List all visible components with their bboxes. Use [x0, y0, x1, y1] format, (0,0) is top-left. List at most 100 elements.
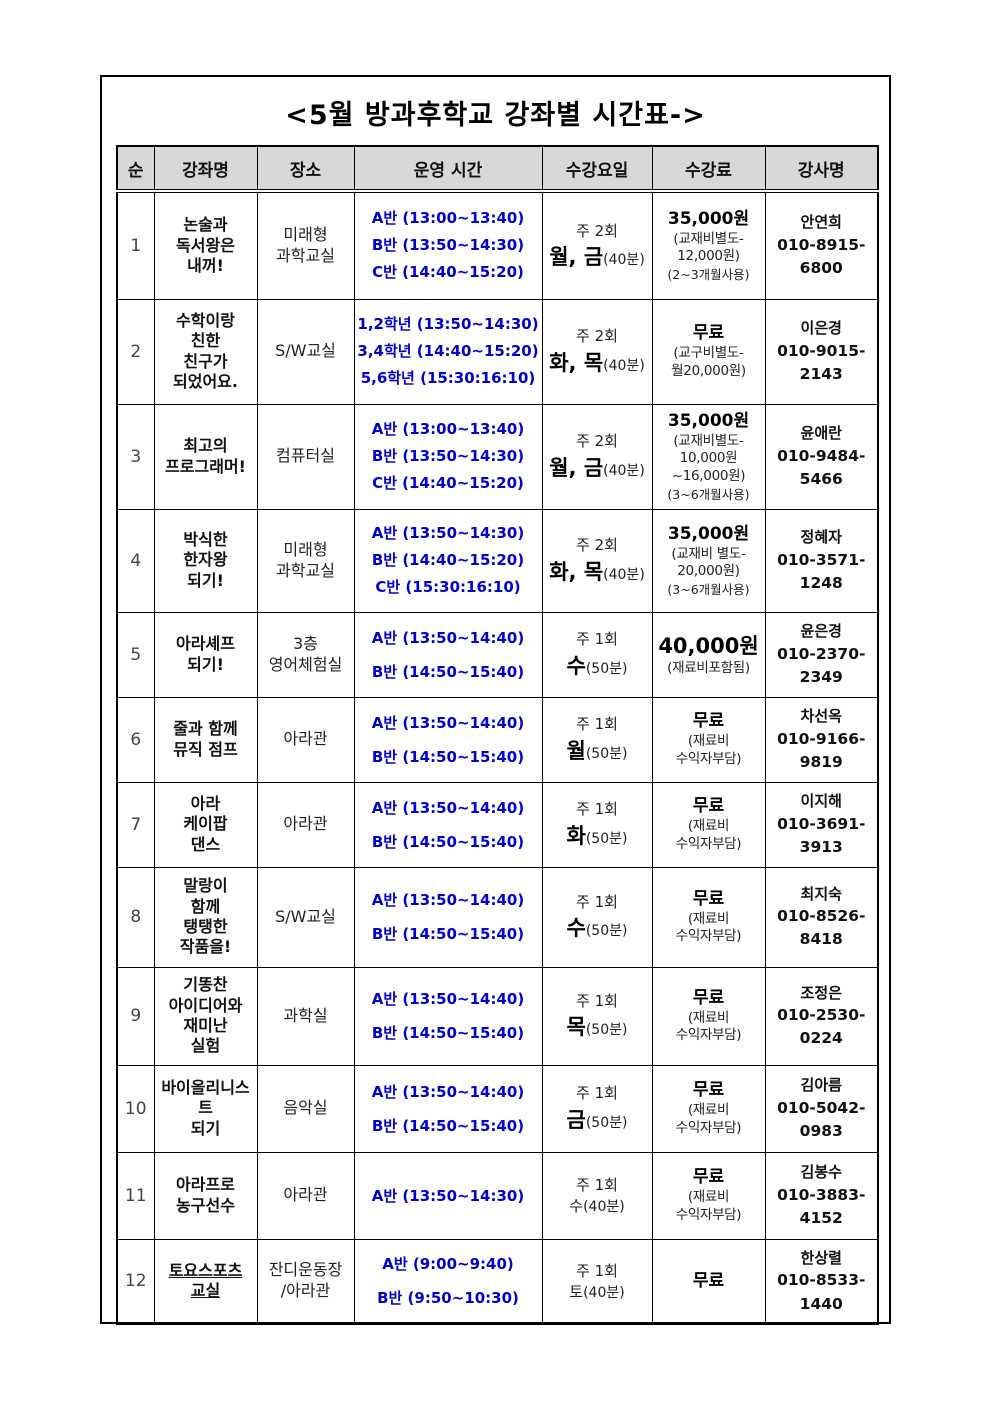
course-times: A반 (13:00~13:40) B반 (13:50~14:30) C반 (14… — [353, 190, 543, 300]
course-frequency: 주 2회 — [576, 432, 618, 451]
course-duration: (40분) — [603, 566, 645, 583]
instructor: 윤은경 010-2370-2349 — [764, 611, 879, 698]
instructor: 윤애란 010-9484-5466 — [764, 403, 879, 510]
course-name: 수학이랑 친한 친구가 되었어요. — [153, 298, 258, 405]
column-header: 강좌명 — [153, 145, 258, 193]
course-day-names: 토 — [569, 1282, 584, 1301]
course-fee: 무료 (재료비 수익자부담) — [651, 1151, 766, 1240]
fee-detail: (재료비 수익자부담) — [675, 910, 742, 945]
course-fee: 무료 — [651, 1238, 766, 1325]
instructor-name: 이은경 — [800, 319, 842, 337]
row-number: 4 — [116, 508, 155, 613]
fee-amount: 무료 — [692, 323, 725, 344]
course-times: A반 (13:00~13:40) B반 (13:50~14:30) C반 (14… — [353, 403, 543, 510]
course-name: 아라프로 농구선수 — [153, 1151, 258, 1240]
course-location: 잔디운동장 /아라관 — [256, 1238, 355, 1325]
course-location: 미래형 과학교실 — [256, 508, 355, 613]
fee-note: (3~6개월사용) — [667, 486, 750, 502]
course-days: 주 1회 화(50분) — [541, 781, 653, 868]
fee-amount: 무료 — [692, 796, 725, 817]
instructor-name: 안연희 — [800, 213, 842, 232]
course-times: A반 (9:00~9:40) B반 (9:50~10:30) — [353, 1238, 543, 1325]
course-day-names: 수 — [569, 1197, 584, 1216]
course-days: 주 1회 목(50분) — [541, 966, 653, 1066]
course-duration: (50분) — [585, 830, 628, 847]
course-duration: (40분) — [583, 1199, 625, 1216]
course-frequency: 주 2회 — [576, 327, 618, 346]
table-row: 9 기똥찬 아이디어와 재미난 실험 과학실 A반 (13:50~14:40) … — [116, 966, 879, 1066]
instructor-phone: 010-8915-6800 — [777, 235, 866, 277]
instructor-name: 한상렬 — [800, 1248, 842, 1267]
instructor-name: 정혜자 — [800, 528, 842, 546]
instructor-name: 윤애란 — [800, 424, 842, 442]
fee-detail: (재료비 수익자부담) — [675, 818, 742, 852]
course-days: 주 2회 월, 금(40분) — [541, 190, 653, 300]
course-day-names: 수 — [566, 916, 586, 941]
column-header: 수강요일 — [541, 145, 653, 193]
instructor: 한상렬 010-8533-1440 — [764, 1238, 879, 1325]
fee-detail: (교재비 별도- 20,000원) — [671, 545, 746, 580]
instructor: 정혜자 010-3571-1248 — [764, 508, 879, 613]
column-header: 강사명 — [764, 145, 879, 193]
course-day-names: 월, 금 — [549, 455, 604, 480]
table-row: 11 아라프로 농구선수 아라관 A반 (13:50~14:30) 주 1회 수… — [116, 1151, 879, 1240]
course-fee: 무료 (재료비 수익자부담) — [651, 966, 766, 1066]
fee-detail: (교재비별도- 12,000원) — [673, 230, 744, 265]
course-frequency: 주 2회 — [576, 536, 618, 555]
course-duration: (40분) — [603, 357, 645, 374]
fee-amount: 무료 — [692, 1080, 725, 1101]
instructor: 조정은 010-2530-0224 — [764, 966, 879, 1066]
course-days: 주 1회 토(40분) — [541, 1238, 653, 1325]
instructor-phone: 010-3691-3913 — [777, 814, 866, 856]
fee-note: (3~6개월사용) — [667, 581, 750, 597]
instructor-phone: 010-9484-5466 — [777, 446, 866, 488]
course-day-names: 목 — [566, 1015, 586, 1040]
instructor-name: 조정은 — [800, 983, 842, 1002]
course-location: 컴퓨터실 — [256, 403, 355, 510]
column-header: 수강료 — [651, 145, 766, 193]
fee-amount: 무료 — [692, 1167, 725, 1188]
course-days: 주 2회 월, 금(40분) — [541, 403, 653, 510]
instructor-name: 이지해 — [800, 792, 842, 810]
course-name: 기똥찬 아이디어와 재미난 실험 — [153, 966, 258, 1066]
fee-amount: 무료 — [692, 888, 725, 909]
course-location: 아라관 — [256, 781, 355, 868]
course-frequency: 주 1회 — [576, 1084, 618, 1103]
header-row: 순 강좌명 장소 운영 시간 수강요일 수강료 강사명 — [116, 145, 879, 193]
instructor-phone: 010-3571-1248 — [777, 550, 866, 592]
fee-amount: 35,000원 — [667, 208, 750, 229]
row-number: 3 — [116, 403, 155, 510]
instructor: 이지해 010-3691-3913 — [764, 781, 879, 868]
course-frequency: 주 1회 — [576, 1175, 618, 1194]
course-times: A반 (13:50~14:40) B반 (14:50~15:40) — [353, 966, 543, 1066]
course-location: 음악실 — [256, 1064, 355, 1153]
instructor-phone: 010-9166-9819 — [777, 729, 866, 771]
course-frequency: 주 2회 — [576, 221, 618, 240]
course-name: 토요스포츠 교실 — [153, 1238, 258, 1325]
course-duration: (40분) — [603, 251, 645, 268]
course-location: S/W교실 — [256, 866, 355, 968]
instructor-phone: 010-2370-2349 — [777, 644, 866, 686]
course-days: 주 1회 수(50분) — [541, 611, 653, 698]
course-name: 논술과 독서왕은 내꺼! — [153, 190, 258, 300]
instructor-phone: 010-5042-0983 — [777, 1098, 866, 1140]
course-day-names: 금 — [566, 1107, 586, 1132]
course-duration: (50분) — [585, 660, 628, 677]
instructor-name: 김봉수 — [800, 1163, 842, 1181]
course-days: 주 1회 수(50분) — [541, 866, 653, 968]
row-number: 5 — [116, 611, 155, 698]
instructor-phone: 010-3883-4152 — [777, 1185, 866, 1227]
course-times: A반 (13:50~14:40) B반 (14:50~15:40) — [353, 781, 543, 868]
course-fee: 무료 (재료비 수익자부담) — [651, 696, 766, 783]
schedule-table: 순 강좌명 장소 운영 시간 수강요일 수강료 강사명 1 논술과 독서왕은 내꺼! 미래형… — [116, 145, 879, 1325]
course-duration: (50분) — [585, 1022, 628, 1039]
instructor: 안연희 010-8915-6800 — [764, 190, 879, 300]
column-header: 운영 시간 — [353, 145, 543, 193]
row-number: 8 — [116, 866, 155, 968]
row-number: 9 — [116, 966, 155, 1066]
course-times: A반 (13:50~14:30) B반 (14:40~15:20) C반 (15… — [353, 508, 543, 613]
course-location: 미래형 과학교실 — [256, 190, 355, 300]
fee-amount: 무료 — [692, 987, 725, 1008]
course-times: A반 (13:50~14:40) B반 (14:50~15:40) — [353, 611, 543, 698]
course-day-names: 화, 목 — [549, 559, 604, 584]
